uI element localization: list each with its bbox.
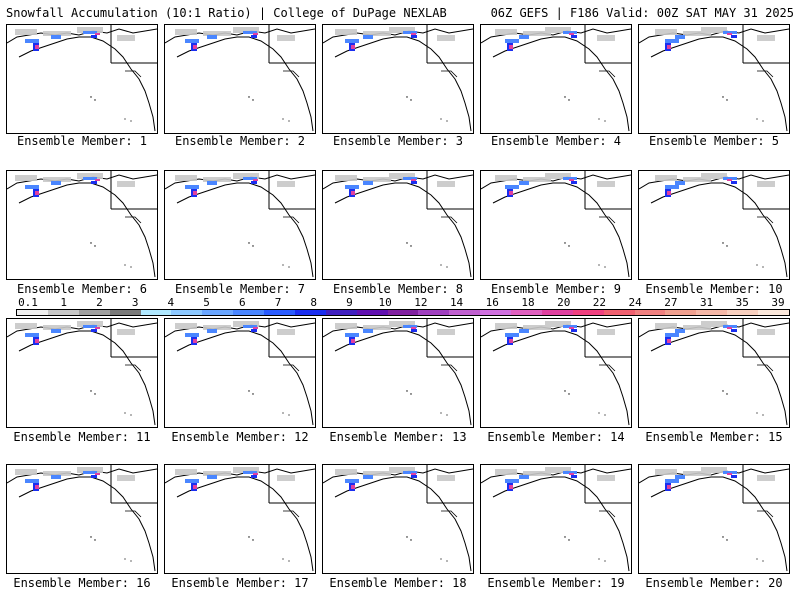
- color-swatch-11: [356, 310, 388, 315]
- color-swatch-6: [202, 310, 234, 315]
- ensemble-label-10: Ensemble Member: 10: [645, 282, 783, 296]
- color-scale-tick: 18: [521, 296, 535, 309]
- color-scale-tick: 24: [628, 296, 642, 309]
- color-swatch-5: [171, 310, 203, 315]
- color-scale-tick: 9: [346, 296, 353, 309]
- ensemble-label-19: Ensemble Member: 19: [487, 576, 625, 590]
- color-scale-tick: 22: [592, 296, 607, 309]
- ensemble-panel-7[interactable]: [164, 170, 316, 280]
- ensemble-panel-12[interactable]: [164, 318, 316, 428]
- ensemble-panel-15[interactable]: [638, 318, 790, 428]
- color-swatch-7: [233, 310, 264, 315]
- color-scale-tick: 14: [449, 296, 464, 309]
- color-scale-tick: 3: [131, 296, 139, 309]
- color-scale: 0.1 1 2 3 4 5 6 7 8 9 10 12 14 16 18 20 22 24 27 31 35 39: [6, 296, 794, 318]
- ensemble-panel-11[interactable]: [6, 318, 158, 428]
- color-scale-tick: 16: [485, 296, 499, 309]
- ensemble-panel-20[interactable]: [638, 464, 790, 574]
- color-scale-tick: 5: [203, 296, 210, 309]
- ensemble-label-1: Ensemble Member: 1: [16, 134, 148, 148]
- ensemble-label-13: Ensemble Member: 13: [329, 430, 467, 444]
- color-swatch-1: [47, 310, 79, 315]
- color-scale-tick: 7: [274, 296, 282, 309]
- color-swatch-23: [727, 310, 758, 315]
- color-swatch-17: [541, 310, 573, 315]
- ensemble-panel-14[interactable]: [480, 318, 632, 428]
- ensemble-panel-1[interactable]: [6, 24, 158, 134]
- color-swatch-3: [109, 310, 141, 315]
- color-swatch-19: [603, 310, 635, 315]
- color-scale-tick: 0.1: [18, 296, 38, 309]
- ensemble-panel-3[interactable]: [322, 24, 474, 134]
- ensemble-label-8: Ensemble Member: 8: [332, 282, 464, 296]
- ensemble-panel-4[interactable]: [480, 24, 632, 134]
- color-swatch-10: [325, 310, 357, 315]
- color-swatch-15: [480, 310, 511, 315]
- run-info: 06Z GEFS | F186 Valid: 00Z SAT MAY 31 20…: [490, 6, 794, 20]
- header: Snowfall Accumulation (10:1 Ratio) | Col…: [0, 0, 800, 22]
- color-swatch-18: [572, 310, 604, 315]
- color-swatch-8: [264, 310, 295, 315]
- ensemble-label-17: Ensemble Member: 17: [171, 576, 309, 590]
- ensemble-panel-5[interactable]: [638, 24, 790, 134]
- color-swatch-9: [294, 310, 326, 315]
- ensemble-panel-19[interactable]: [480, 464, 632, 574]
- color-scale-tick: 2: [96, 296, 103, 309]
- ensemble-panel-2[interactable]: [164, 24, 316, 134]
- ensemble-label-14: Ensemble Member: 14: [487, 430, 625, 444]
- color-swatch-4: [140, 310, 172, 315]
- ensemble-label-3: Ensemble Member: 3: [332, 134, 464, 148]
- ensemble-panel-13[interactable]: [322, 318, 474, 428]
- ensemble-panel-10[interactable]: [638, 170, 790, 280]
- color-scale-tick: 20: [557, 296, 571, 309]
- color-scale-tick: 1: [60, 296, 68, 309]
- color-swatch-21: [665, 310, 697, 315]
- color-scale-tick: 12: [414, 296, 428, 309]
- color-scale-bar: [16, 309, 790, 316]
- ensemble-label-15: Ensemble Member: 15: [645, 430, 783, 444]
- color-swatch-0: [17, 310, 48, 315]
- color-swatch-24: [758, 310, 789, 315]
- ensemble-label-4: Ensemble Member: 4: [490, 134, 622, 148]
- ensemble-label-16: Ensemble Member: 16: [13, 576, 151, 590]
- ensemble-label-5: Ensemble Member: 5: [648, 134, 780, 148]
- ensemble-label-2: Ensemble Member: 2: [174, 134, 306, 148]
- ensemble-panel-9[interactable]: [480, 170, 632, 280]
- ensemble-panel-18[interactable]: [322, 464, 474, 574]
- ensemble-panel-6[interactable]: [6, 170, 158, 280]
- ensemble-label-12: Ensemble Member: 12: [171, 430, 309, 444]
- ensemble-panel-16[interactable]: [6, 464, 158, 574]
- map-title: Snowfall Accumulation (10:1 Ratio) | Col…: [6, 6, 447, 20]
- color-scale-tick: 35: [735, 296, 749, 309]
- color-swatch-20: [634, 310, 666, 315]
- color-swatch-16: [511, 310, 542, 315]
- color-swatch-2: [78, 310, 110, 315]
- ensemble-label-11: Ensemble Member: 11: [13, 430, 151, 444]
- color-swatch-14: [449, 310, 481, 315]
- color-scale-tick: 4: [167, 296, 175, 309]
- ensemble-panel-8[interactable]: [322, 170, 474, 280]
- color-swatch-22: [696, 310, 728, 315]
- ensemble-label-6: Ensemble Member: 6: [16, 282, 148, 296]
- color-scale-tick: 10: [378, 296, 392, 309]
- ensemble-panel-17[interactable]: [164, 464, 316, 574]
- ensemble-label-20: Ensemble Member: 20: [645, 576, 783, 590]
- color-scale-tick: 39: [771, 296, 785, 309]
- color-scale-tick: 27: [664, 296, 678, 309]
- color-scale-tick: 6: [238, 296, 246, 309]
- color-swatch-13: [418, 310, 450, 315]
- color-scale-tick: 8: [310, 296, 318, 309]
- ensemble-label-18: Ensemble Member: 18: [329, 576, 467, 590]
- ensemble-label-7: Ensemble Member: 7: [174, 282, 306, 296]
- ensemble-label-9: Ensemble Member: 9: [490, 282, 622, 296]
- color-swatch-12: [387, 310, 419, 315]
- color-scale-tick: 31: [699, 296, 714, 309]
- color-scale-ticks: 0.1 1 2 3 4 5 6 7 8 9 10 12 14 16 18 20 22 24 27 31 35 39: [16, 296, 790, 309]
